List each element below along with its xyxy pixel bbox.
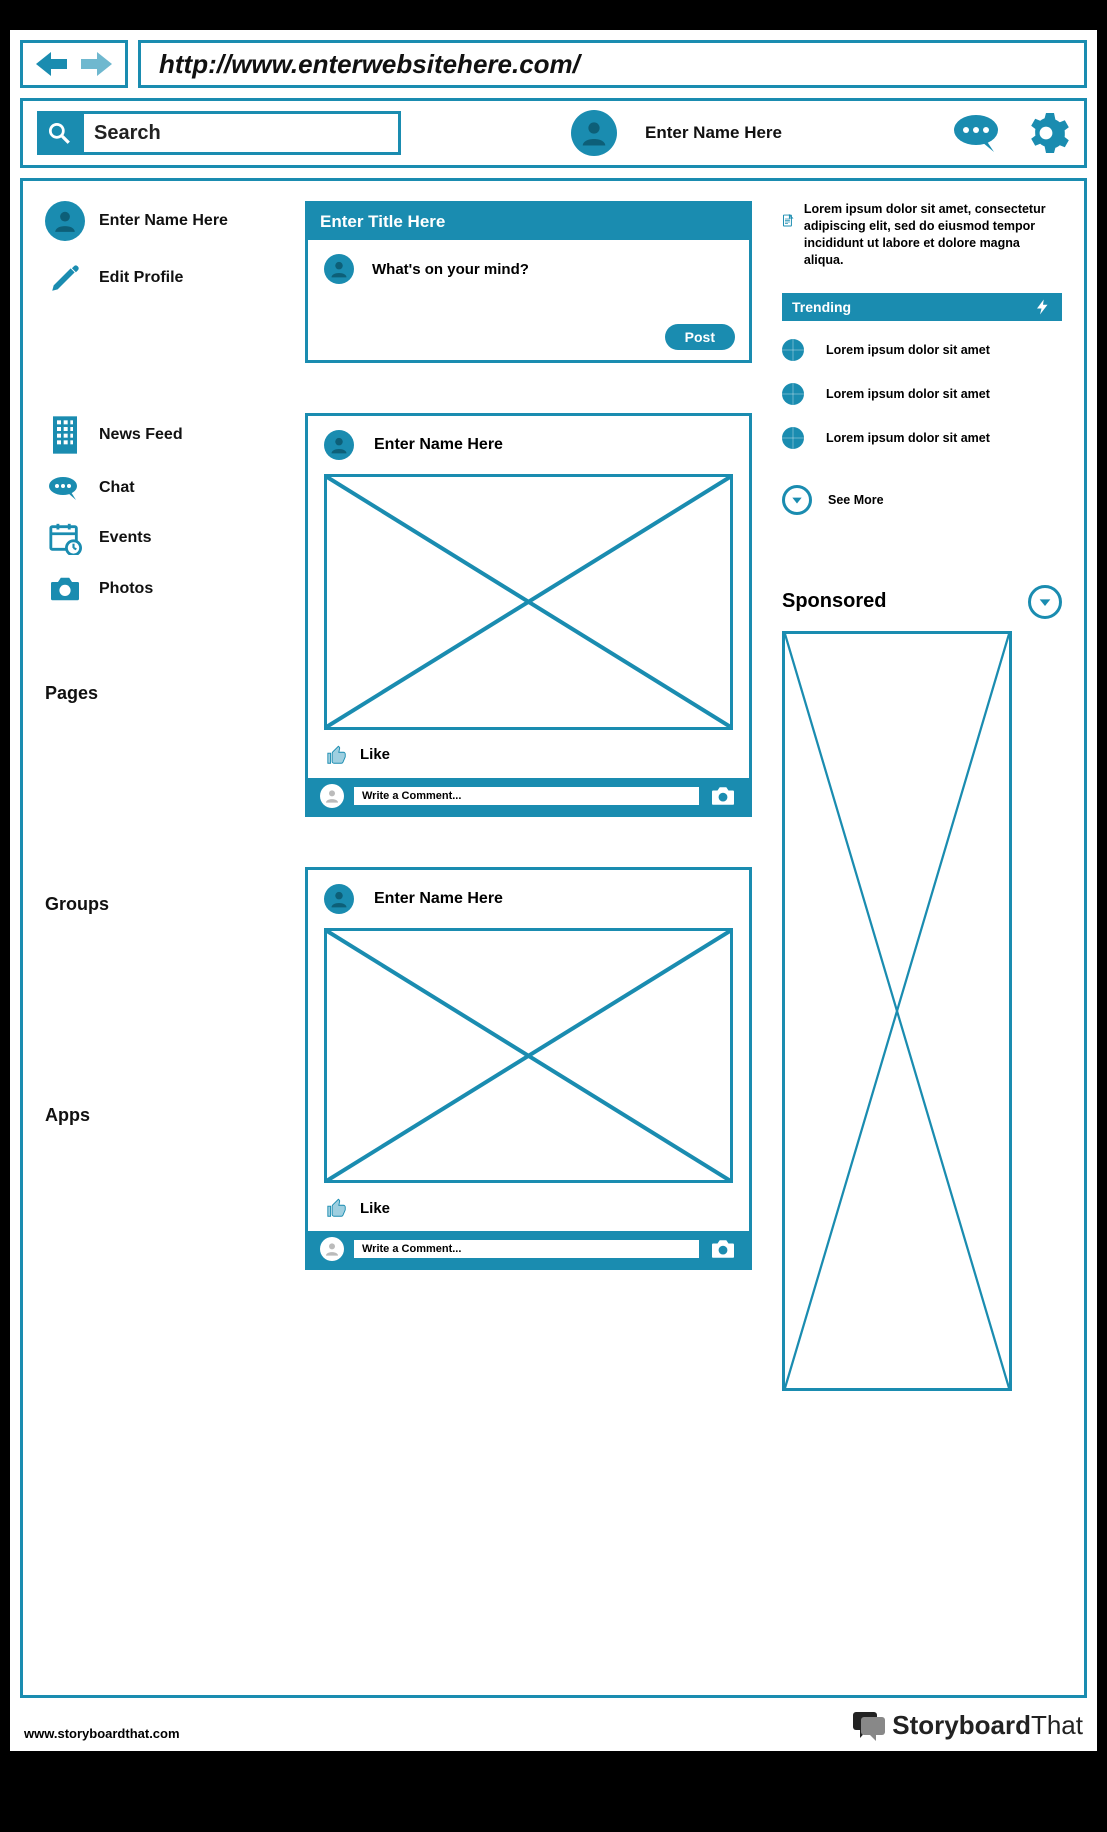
see-more-button[interactable]: See More	[782, 485, 1062, 515]
post1-comment-avatar-icon	[320, 784, 344, 808]
wireframe-frame: http://www.enterwebsitehere.com/ Search …	[0, 20, 1107, 1761]
right-sidebar: Lorem ipsum dolor sit amet, consectetur …	[782, 201, 1062, 1655]
pages-heading: Pages	[45, 683, 275, 704]
building-icon	[45, 415, 85, 455]
topbar-username: Enter Name Here	[645, 123, 782, 143]
top-bar: Search Enter Name Here	[20, 98, 1087, 168]
camera-icon	[45, 575, 85, 603]
speech-bubble-icon	[852, 1711, 886, 1741]
compose-avatar-icon	[324, 254, 354, 284]
trending-item-0[interactable]: Lorem ipsum dolor sit amet	[782, 339, 1062, 361]
post2-comment-bar: Write a Comment...	[308, 1231, 749, 1267]
globe-icon	[782, 339, 804, 361]
events-label: Events	[99, 529, 151, 547]
note-text: Lorem ipsum dolor sit amet, consectetur …	[804, 201, 1062, 269]
back-arrow-icon[interactable]	[33, 49, 71, 79]
post2-comment-avatar-icon	[320, 1237, 344, 1261]
post-button[interactable]: Post	[665, 324, 735, 350]
trending-header: Trending	[782, 293, 1062, 321]
post1-comment-placeholder: Write a Comment...	[362, 790, 461, 802]
post1-comment-bar: Write a Comment...	[308, 778, 749, 814]
trending-text-0: Lorem ipsum dolor sit amet	[826, 343, 990, 357]
bolt-icon	[1034, 298, 1052, 316]
chevron-down-icon	[782, 485, 812, 515]
sidebar-profile[interactable]: Enter Name Here	[45, 201, 275, 241]
post1-author[interactable]: Enter Name Here	[374, 436, 503, 454]
trending-item-2[interactable]: Lorem ipsum dolor sit amet	[782, 427, 1062, 449]
edit-profile-label: Edit Profile	[99, 269, 183, 287]
globe-icon	[782, 427, 804, 449]
post2-like-label: Like	[360, 1200, 390, 1217]
sidebar-news-feed[interactable]: News Feed	[45, 415, 275, 455]
browser-chrome-row: http://www.enterwebsitehere.com/	[20, 40, 1087, 88]
post2-comment-placeholder: Write a Comment...	[362, 1243, 461, 1255]
chat-icon	[45, 475, 85, 501]
sidebar-events[interactable]: Events	[45, 521, 275, 555]
post1-image-placeholder	[324, 474, 733, 730]
brand-a: Storyboard	[892, 1710, 1031, 1740]
sponsored-dropdown-icon[interactable]	[1028, 585, 1062, 619]
compose-card: Enter Title Here What's on your mind? Po…	[305, 201, 752, 363]
compose-title: Enter Title Here	[308, 204, 749, 240]
trending-title: Trending	[792, 299, 851, 315]
center-feed: Enter Title Here What's on your mind? Po…	[305, 201, 752, 1655]
trending-item-1[interactable]: Lorem ipsum dolor sit amet	[782, 383, 1062, 405]
compose-prompt[interactable]: What's on your mind?	[372, 261, 529, 278]
address-url: http://www.enterwebsitehere.com/	[159, 49, 580, 80]
search-input[interactable]: Search	[81, 111, 401, 155]
sidebar-profile-name: Enter Name Here	[99, 212, 228, 230]
sidebar-edit-profile[interactable]: Edit Profile	[45, 261, 275, 295]
post1-like-button[interactable]: Like	[324, 744, 733, 778]
footer-url: www.storyboardthat.com	[24, 1726, 180, 1741]
sponsored-title: Sponsored	[782, 590, 886, 613]
profile-avatar-icon	[45, 201, 85, 241]
post-button-label: Post	[685, 329, 715, 345]
sidebar-chat[interactable]: Chat	[45, 475, 275, 501]
footer: www.storyboardthat.com StoryboardThat	[20, 1704, 1087, 1741]
post2-like-button[interactable]: Like	[324, 1197, 733, 1231]
groups-heading: Groups	[45, 894, 275, 915]
gear-icon[interactable]	[1022, 109, 1070, 157]
note-block: Lorem ipsum dolor sit amet, consectetur …	[782, 201, 1062, 269]
thumbs-up-icon	[326, 1197, 348, 1219]
post2-image-placeholder	[324, 928, 733, 1184]
document-icon	[782, 201, 794, 241]
sponsored-header: Sponsored	[782, 585, 1062, 619]
left-sidebar: Enter Name Here Edit Profile News Feed	[45, 201, 275, 1655]
post2-avatar-icon	[324, 884, 354, 914]
trending-text-2: Lorem ipsum dolor sit amet	[826, 431, 990, 445]
thumbs-up-icon	[326, 744, 348, 766]
calendar-icon	[45, 521, 85, 555]
post2-author[interactable]: Enter Name Here	[374, 890, 503, 908]
nav-arrow-box	[20, 40, 128, 88]
search-placeholder: Search	[94, 122, 161, 145]
chat-label: Chat	[99, 479, 135, 497]
sidebar-photos[interactable]: Photos	[45, 575, 275, 603]
post1-photo-icon[interactable]	[709, 785, 737, 807]
globe-icon	[782, 383, 804, 405]
search-wrap: Search	[37, 111, 401, 155]
post2-photo-icon[interactable]	[709, 1238, 737, 1260]
feed-post-2: Enter Name Here Like Write a Co	[305, 867, 752, 1271]
trending-text-1: Lorem ipsum dolor sit amet	[826, 387, 990, 401]
pencil-icon	[45, 261, 85, 295]
post1-comment-input[interactable]: Write a Comment...	[354, 787, 699, 805]
address-bar[interactable]: http://www.enterwebsitehere.com/	[138, 40, 1087, 88]
search-icon[interactable]	[37, 111, 81, 155]
feed-post-1: Enter Name Here Like Write a Co	[305, 413, 752, 817]
chat-bubble-icon[interactable]	[952, 112, 1004, 154]
post2-comment-input[interactable]: Write a Comment...	[354, 1240, 699, 1258]
brand-logo: StoryboardThat	[852, 1710, 1083, 1741]
post1-like-label: Like	[360, 746, 390, 763]
forward-arrow-icon[interactable]	[77, 49, 115, 79]
photos-label: Photos	[99, 580, 153, 598]
news-feed-label: News Feed	[99, 426, 183, 444]
apps-heading: Apps	[45, 1105, 275, 1126]
post1-avatar-icon	[324, 430, 354, 460]
avatar-icon[interactable]	[571, 110, 617, 156]
main-area: Enter Name Here Edit Profile News Feed	[20, 178, 1087, 1698]
sponsored-placeholder	[782, 631, 1012, 1391]
brand-b: That	[1031, 1710, 1083, 1740]
see-more-label: See More	[828, 493, 884, 507]
